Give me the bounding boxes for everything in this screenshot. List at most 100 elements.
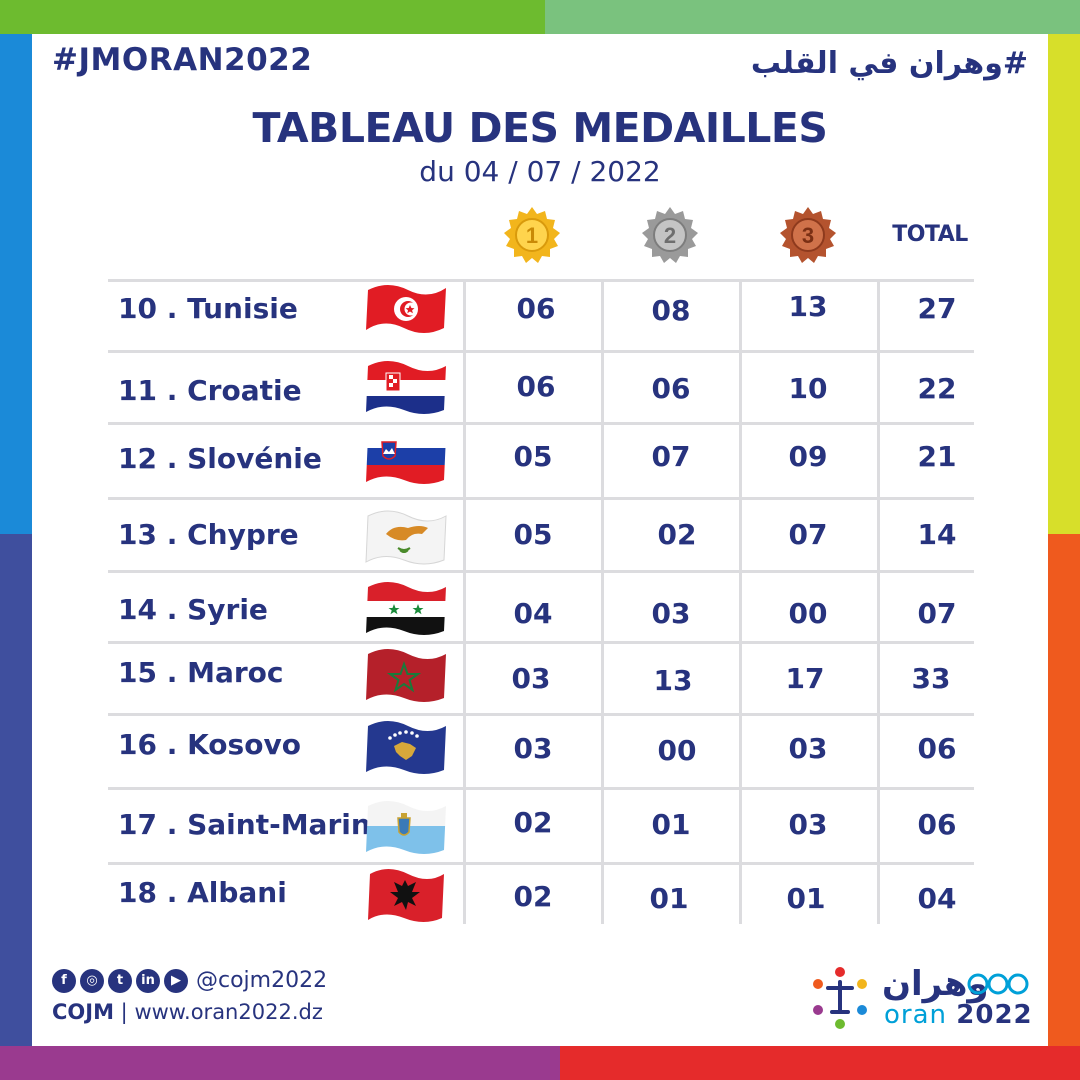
tunisia-flag [366,285,446,333]
silver-rank-label: 2 [664,223,676,248]
frame-top-left [0,0,545,34]
bronze-count: 07 [788,518,828,551]
country-name: 16 . Kosovo [118,728,301,761]
gold-count: 06 [516,370,556,403]
column-divider [877,280,880,924]
silver-count: 01 [651,808,691,841]
hashtag: #JMORAN2022 [52,42,313,78]
logo-rings-icon [967,973,1029,995]
website-link[interactable]: www.oran2022.dz [134,1000,323,1024]
total-count: 27 [917,292,957,325]
total-count: 33 [911,662,951,695]
san-marino-flag [366,801,446,854]
total-count: 14 [917,518,957,551]
total-column-header: TOTAL [892,222,968,247]
bronze-count: 00 [788,597,828,630]
gold-count: 02 [513,806,553,839]
country-name: 15 . Maroc [118,656,284,689]
bronze-count: 01 [786,882,826,915]
country-name: 18 . Albani [118,876,287,909]
frame-left-top [0,34,32,534]
total-count: 22 [917,372,957,405]
table-divider [108,570,974,573]
twitter-icon[interactable]: t [108,968,132,993]
table-divider [108,279,974,282]
total-count: 07 [917,597,957,630]
total-count: 04 [917,882,957,915]
arabic-hashtag: #وهران في القلب [750,46,1028,81]
frame-top-right [545,0,1080,34]
bronze-count: 10 [788,372,828,405]
table-divider [108,641,974,644]
gold-count: 03 [513,732,553,765]
silver-count: 07 [651,440,691,473]
bronze-count: 09 [788,440,828,473]
kosovo-flag [366,721,446,774]
table-divider [108,350,974,353]
youtube-icon[interactable]: ▶ [164,968,188,993]
table-divider [108,422,974,425]
silver-count: 03 [651,597,691,630]
column-divider [739,280,742,924]
gold-count: 05 [513,518,553,551]
silver-medal-icon: 2 [642,207,698,263]
social-handle: @cojm2022 [196,968,328,993]
croatia-flag [366,361,446,414]
silver-count: 06 [651,372,691,405]
logo-arabic-text: وهران [882,964,989,1004]
gold-count: 02 [513,880,553,913]
gold-count: 04 [513,597,553,630]
country-name: 12 . Slovénie [118,442,322,475]
country-name: 13 . Chypre [118,518,299,551]
bronze-count: 17 [785,662,825,695]
org-name: COJM [52,1000,114,1024]
page-title: TABLEAU DES MEDAILLES [252,104,828,152]
gold-count: 06 [516,292,556,325]
bronze-medal-icon: 3 [780,207,836,263]
frame-bottom-right [560,1046,1080,1080]
frame-bottom-left [0,1046,560,1080]
syria-flag [366,582,446,635]
gold-medal-icon: 1 [504,207,560,263]
total-count: 06 [917,732,957,765]
slovenia-flag [366,431,446,484]
table-divider [108,862,974,865]
country-name: 17 . Saint-Marin [118,808,371,841]
logo-year: 2022 [956,1000,1033,1030]
separator: | [120,1000,135,1024]
table-divider [108,787,974,790]
morocco-flag [366,649,446,702]
logo-arabic: وهران [882,964,989,1004]
bronze-count: 13 [788,290,828,323]
table-divider [108,713,974,716]
facebook-icon[interactable]: f [52,968,76,993]
frame-right-bottom [1048,534,1080,1046]
bronze-count: 03 [788,808,828,841]
silver-count: 08 [651,294,691,327]
oran-2022-logo-icon [813,967,867,1029]
logo-latin-text: oran 2022 [884,1000,1033,1030]
country-name: 14 . Syrie [118,593,268,626]
cyprus-flag [365,510,447,565]
silver-count: 13 [653,664,693,697]
total-count: 06 [917,808,957,841]
page-subtitle: du 04 / 07 / 2022 [419,155,661,188]
column-divider [463,280,466,924]
footer-org-line: COJM | www.oran2022.dz [52,1000,323,1024]
gold-count: 03 [511,662,551,695]
silver-count: 00 [657,734,697,767]
bronze-count: 03 [788,732,828,765]
gold-rank-label: 1 [526,223,538,248]
frame-right-top [1048,34,1080,534]
instagram-icon[interactable]: ◎ [80,968,104,993]
silver-count: 02 [657,518,697,551]
logo-oran: oran [884,1000,948,1030]
silver-count: 01 [649,882,689,915]
linkedin-icon[interactable]: in [136,968,160,993]
gold-count: 05 [513,440,553,473]
table-divider [108,497,974,500]
bronze-rank-label: 3 [802,223,814,248]
country-name: 10 . Tunisie [118,292,298,325]
column-divider [601,280,604,924]
total-count: 21 [917,440,957,473]
